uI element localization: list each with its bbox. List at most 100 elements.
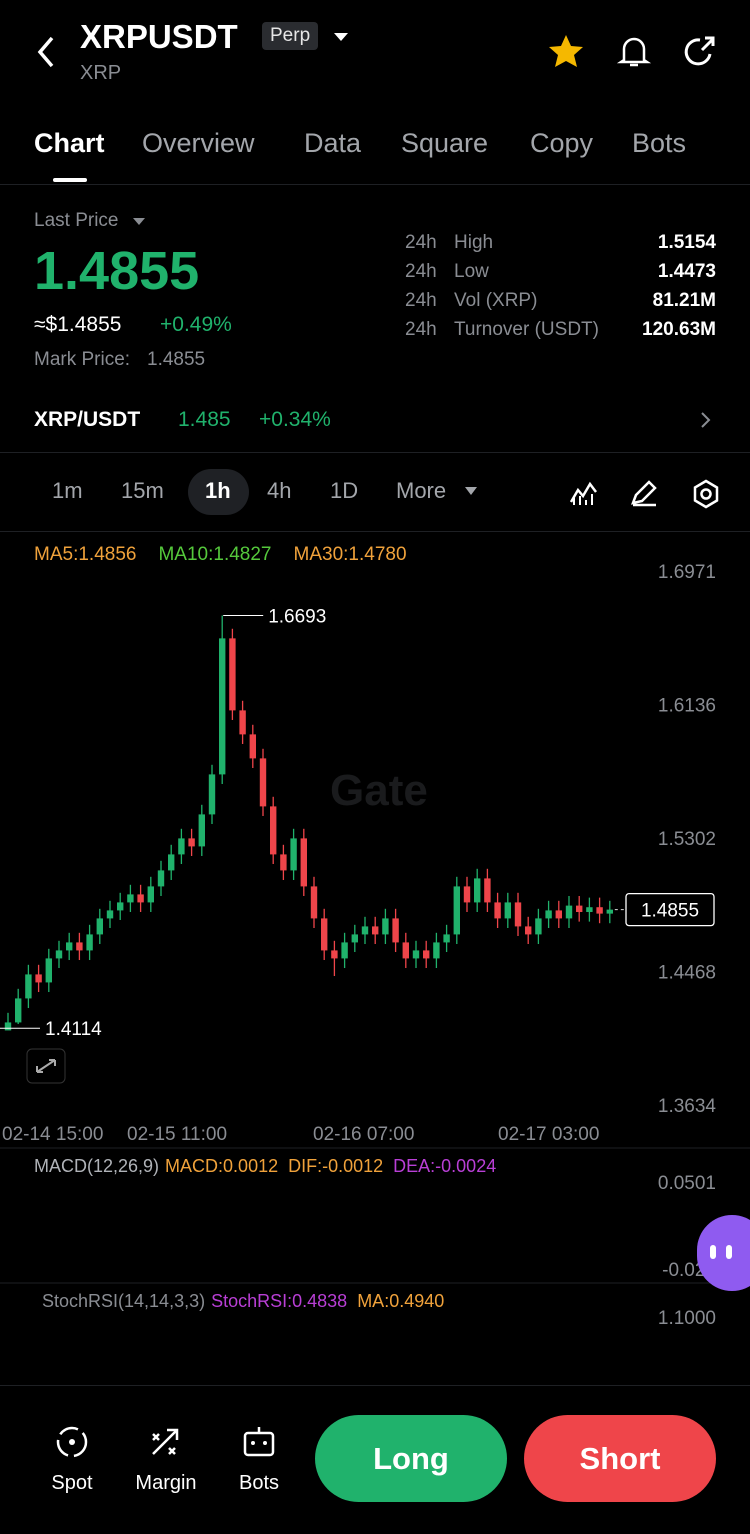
candle-body xyxy=(25,974,32,999)
macd-title: MACD(12,26,9) xyxy=(34,1156,159,1176)
candle-body xyxy=(372,926,379,935)
stat-label: High xyxy=(454,232,494,253)
chevron[interactable] xyxy=(698,410,714,430)
alert-icon[interactable] xyxy=(614,32,654,72)
candle-body xyxy=(565,905,573,919)
candle-body xyxy=(55,950,63,959)
tab[interactable]: Overview xyxy=(142,128,255,158)
interval[interactable]: 1D xyxy=(330,478,359,503)
draw-icon[interactable] xyxy=(628,478,660,508)
candle-body xyxy=(331,950,338,959)
ma-label: MA5:1.4856 xyxy=(34,544,136,565)
subtitle: XRP xyxy=(80,62,122,84)
stat-label: Vol (XRP) xyxy=(454,290,538,311)
tab[interactable]: Data xyxy=(304,128,362,158)
stat-value: 1.5154 xyxy=(657,232,716,253)
last-price-label[interactable]: Last Price xyxy=(34,210,119,231)
spot-price: 1.485 xyxy=(178,408,231,431)
stat-period: 24h xyxy=(405,319,437,340)
share-icon[interactable] xyxy=(680,32,720,72)
ma-label: MA30:1.4780 xyxy=(294,544,407,565)
bots-icon[interactable] xyxy=(241,1424,277,1460)
bottom-label[interactable]: Margin xyxy=(135,1472,197,1494)
divider xyxy=(0,531,750,532)
stat-period: 24h xyxy=(405,232,437,253)
assistant-bubble[interactable] xyxy=(697,1215,750,1291)
candle-body xyxy=(66,942,73,951)
expand-button xyxy=(26,1048,66,1084)
candle-body xyxy=(4,1022,12,1031)
tab-indicator xyxy=(53,178,87,182)
candle-body xyxy=(545,910,552,919)
candle-body xyxy=(555,910,562,919)
candle-body xyxy=(96,918,103,935)
candle-body xyxy=(229,638,236,711)
tab[interactable]: Bots xyxy=(632,128,687,158)
dropdown[interactable] xyxy=(332,30,350,44)
tab[interactable]: Chart xyxy=(34,128,105,158)
dropdown xyxy=(465,487,477,495)
spot-change: +0.34% xyxy=(259,408,331,431)
candle-body xyxy=(35,974,42,983)
mark-price-label: Mark Price: xyxy=(34,349,131,370)
candle-body xyxy=(219,638,226,775)
settings-icon[interactable] xyxy=(690,478,722,510)
interval[interactable]: 1m xyxy=(52,478,83,503)
tab[interactable]: Copy xyxy=(530,128,594,158)
candle-body xyxy=(504,902,511,919)
candle-body xyxy=(157,870,165,887)
back-button[interactable] xyxy=(30,32,60,72)
interval[interactable]: 15m xyxy=(121,478,164,503)
y-tick-label: 1.6136 xyxy=(658,696,716,717)
candle-body xyxy=(321,918,328,951)
usd-price: ≈$1.4855 xyxy=(34,313,122,336)
candle-body xyxy=(168,854,175,871)
high-marker-label: 1.6693 xyxy=(268,606,326,627)
candle-body xyxy=(178,838,185,855)
candle-body xyxy=(606,909,613,914)
spot-pair[interactable]: XRP/USDT xyxy=(34,408,141,431)
interval[interactable]: 4h xyxy=(267,478,292,503)
divider xyxy=(0,184,750,185)
stat-period: 24h xyxy=(405,261,437,282)
candle-body xyxy=(239,710,246,735)
candle-body xyxy=(147,886,154,903)
stoch-value: MA:0.4940 xyxy=(357,1291,444,1311)
symbol[interactable]: XRPUSDT xyxy=(80,18,238,55)
interval[interactable]: More xyxy=(396,478,447,503)
divider xyxy=(0,452,750,453)
watermark: Gate xyxy=(330,766,428,815)
macd-value: DEA:-0.0024 xyxy=(393,1156,496,1176)
y-tick-label: 1.4468 xyxy=(658,963,716,984)
indicator-icon[interactable] xyxy=(568,478,600,508)
bottom-label[interactable]: Spot xyxy=(51,1472,93,1494)
bottom-label[interactable]: Bots xyxy=(238,1472,280,1494)
candle-body xyxy=(423,950,430,959)
macd-value: DIF:-0.0012 xyxy=(288,1156,383,1176)
last-price-label: 1.4855 xyxy=(641,901,699,922)
macd-value: MACD:0.0012 xyxy=(165,1156,278,1176)
candle-body xyxy=(596,907,603,914)
long-button[interactable]: Long xyxy=(315,1415,507,1502)
margin-icon[interactable] xyxy=(147,1424,183,1460)
spot-icon[interactable] xyxy=(54,1424,90,1460)
candle-body xyxy=(86,934,93,951)
candle-body xyxy=(494,902,501,919)
candle-body xyxy=(514,902,522,927)
tab[interactable]: Square xyxy=(401,128,489,158)
candle-body xyxy=(463,886,471,903)
stoch-value: StochRSI:0.4838 xyxy=(211,1291,347,1311)
candle-body xyxy=(453,886,460,935)
candle-body xyxy=(259,758,267,807)
short-button[interactable]: Short xyxy=(524,1415,716,1502)
candle-body xyxy=(127,894,134,903)
candle-body xyxy=(249,734,256,759)
candle-body xyxy=(188,838,195,847)
favorite-icon[interactable] xyxy=(546,32,586,72)
x-tick-label: 02-16 07:00 xyxy=(313,1124,414,1145)
interval[interactable]: 1h xyxy=(205,478,231,503)
candle-body xyxy=(443,934,450,943)
stat-value: 81.21M xyxy=(652,290,716,311)
x-tick-label: 02-17 03:00 xyxy=(498,1124,599,1145)
